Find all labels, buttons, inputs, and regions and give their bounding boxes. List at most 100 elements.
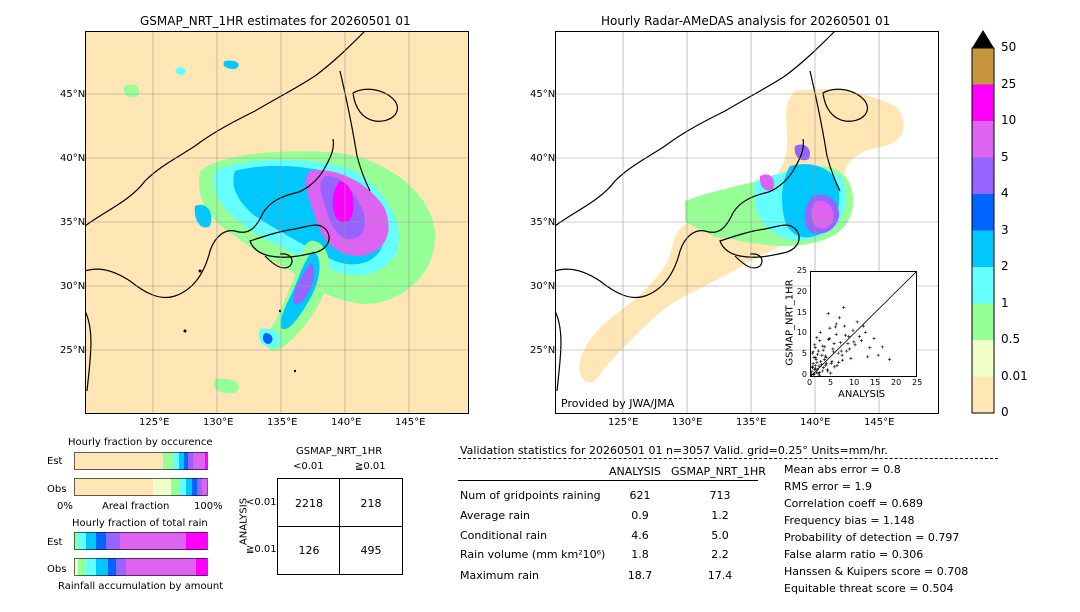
- scatter-point: [880, 345, 884, 349]
- scatter-point: [857, 334, 861, 339]
- scatter-point: [830, 359, 834, 364]
- stat-gsmap-conditional: 5.0: [711, 529, 729, 542]
- scatter-point: [809, 372, 814, 376]
- scatter-point: [831, 347, 835, 351]
- score-rmse: RMS error = 1.9: [784, 480, 872, 493]
- scatter-point: [821, 348, 825, 352]
- stat-label-conditional: Conditional rain: [460, 529, 548, 542]
- scatter-point: [810, 365, 814, 369]
- left-map-title: GSMAP_NRT_1HR estimates for 20260501 01: [140, 14, 411, 28]
- colorbar-label: 0.01: [1001, 368, 1028, 383]
- colorbar-label: 5: [1001, 149, 1009, 164]
- left-lat-25: 25°N: [60, 345, 86, 356]
- scatter-xlabel: ANALYSIS: [838, 389, 886, 400]
- right-lon-125: 125°E: [608, 417, 639, 428]
- right-map: [555, 31, 939, 414]
- scatter-plot: [809, 271, 917, 377]
- scatter-point: [864, 330, 868, 334]
- scatter-point: [840, 353, 844, 357]
- scatter-point: [812, 355, 816, 359]
- occurrence-axis-left: 0%: [57, 501, 73, 512]
- scatter-point: [829, 371, 833, 375]
- scatter-point: [816, 352, 820, 356]
- scatter-point: [811, 373, 816, 377]
- scatter-point: [820, 353, 824, 357]
- validation-rule: [458, 480, 758, 481]
- scatter-point: [818, 330, 822, 334]
- scatter-xtick: 15: [870, 378, 881, 387]
- stat-label-average: Average rain: [460, 509, 530, 522]
- scatter-point: [845, 349, 849, 353]
- validation-header: Validation statistics for 20260501 01 n=…: [460, 444, 888, 457]
- rain-fraction-est-bar: [74, 532, 208, 550]
- occurrence-est-label: Est: [47, 456, 63, 467]
- right-rain-field: [685, 144, 854, 246]
- scatter-point: [821, 344, 825, 348]
- scatter-point: [822, 366, 826, 370]
- scatter-point: [853, 343, 857, 347]
- colorbar: [971, 30, 995, 414]
- contingency-row-ge: ≧0.01: [246, 544, 277, 555]
- scatter-point: [812, 367, 816, 371]
- rain-fraction-title: Hourly fraction of total rain: [72, 518, 208, 529]
- scatter-diagonal: [810, 271, 917, 377]
- stat-analysis-maximum: 18.7: [627, 569, 653, 582]
- scatter-point: [859, 339, 863, 343]
- score-frequency-bias: Frequency bias = 1.148: [784, 514, 915, 527]
- left-rain-field: [123, 60, 436, 394]
- contingency-cell-01: 218: [360, 497, 382, 510]
- right-map-title: Hourly Radar-AMeDAS analysis for 2026050…: [601, 14, 891, 28]
- validation-divider: [458, 458, 998, 459]
- score-far: False alarm ratio = 0.306: [784, 548, 924, 561]
- scatter-point: [814, 357, 818, 361]
- scatter-point: [838, 341, 842, 345]
- scatter-point: [868, 346, 872, 350]
- scatter-point: [816, 371, 820, 376]
- contingency-row-lt: <0.01: [246, 497, 277, 508]
- colorbar-label: 0.5: [1001, 332, 1021, 346]
- validation-col-gsmap: GSMAP_NRT_1HR: [671, 465, 766, 478]
- scatter-point: [813, 343, 817, 347]
- occurrence-title: Hourly fraction by occurence: [68, 437, 213, 448]
- right-lon-135: 135°E: [736, 417, 767, 428]
- scatter-point: [849, 356, 853, 361]
- scatter-point: [819, 362, 824, 366]
- colorbar-segment: [972, 121, 994, 158]
- scatter-point: [834, 332, 838, 336]
- scatter-ylabel: GSMAP_NRT_1HR: [784, 279, 796, 366]
- stat-analysis-conditional: 4.6: [631, 529, 649, 542]
- left-map: [85, 31, 469, 414]
- scatter-point: [823, 354, 827, 358]
- scatter-xtick: 5: [828, 378, 834, 387]
- rain-fraction-obs-bar: [74, 558, 208, 576]
- scatter-point: [837, 360, 841, 364]
- contingency-cell-11: 495: [360, 544, 382, 557]
- stat-analysis-volume: 1.8: [631, 548, 649, 561]
- scatter-point: [825, 368, 829, 372]
- occurrence-obs-bar: [74, 478, 208, 496]
- colorbar-segment: [972, 376, 994, 413]
- left-grid: [85, 31, 469, 414]
- occurrence-axis-right: 100%: [194, 501, 223, 512]
- scatter-point: [831, 350, 835, 354]
- stat-gsmap-gridpoints: 713: [709, 489, 731, 502]
- colorbar-label: 0: [1001, 405, 1009, 419]
- scatter-point: [866, 355, 870, 359]
- right-lat-35: 35°N: [530, 217, 556, 228]
- colorbar-label: 10: [1001, 113, 1017, 127]
- scatter-point: [811, 361, 815, 366]
- scatter-xtick: 25: [912, 378, 923, 387]
- colorbar-label: 25: [1001, 76, 1017, 91]
- stat-label-gridpoints: Num of gridpoints raining: [460, 489, 601, 502]
- right-lat-45: 45°N: [530, 89, 556, 100]
- scatter-point: [887, 357, 892, 361]
- stat-label-volume: Rain volume (mm km²10⁶): [460, 548, 606, 561]
- left-lon-125: 125°E: [139, 417, 170, 428]
- scatter-ytick: 15: [796, 307, 807, 317]
- scatter-point: [815, 361, 819, 365]
- scatter-point: [818, 339, 822, 343]
- left-islands: [183, 269, 297, 373]
- right-lon-145: 145°E: [864, 417, 895, 428]
- scatter-ytick: 25: [796, 266, 807, 275]
- rain-fraction-bars: [74, 532, 208, 576]
